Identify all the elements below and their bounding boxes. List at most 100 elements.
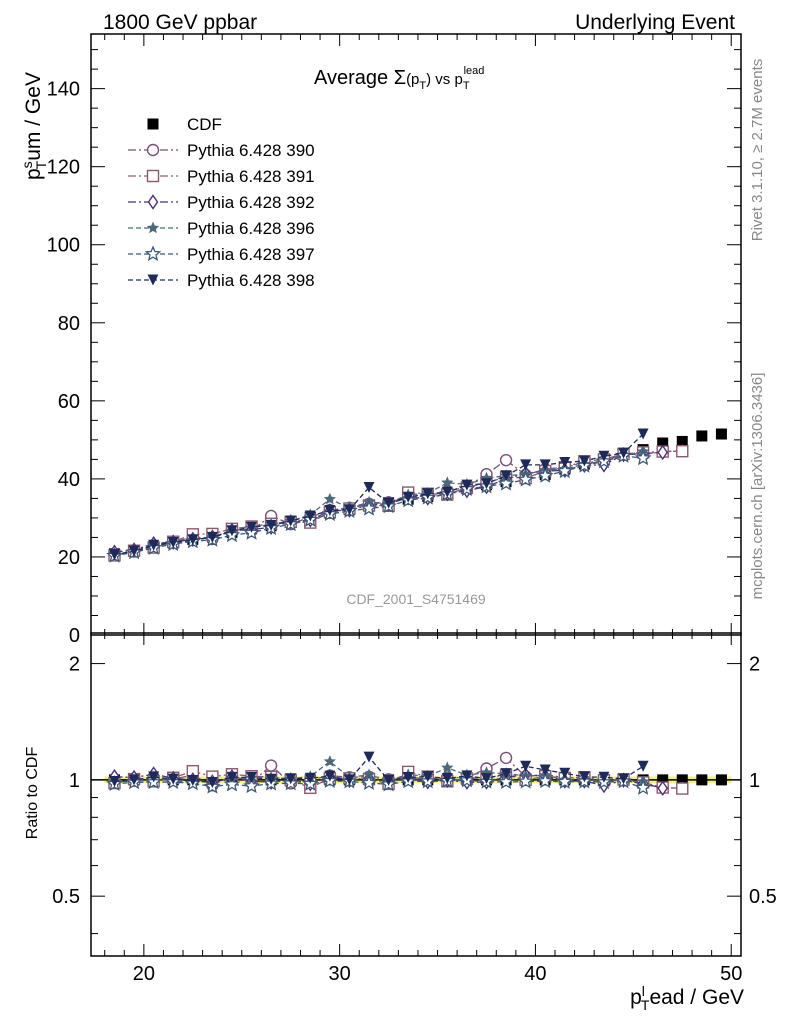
ratio-point (480, 773, 492, 785)
data-point (517, 471, 534, 487)
ratio-y-tick-label: 2 (69, 654, 80, 676)
ratio-point (264, 759, 278, 772)
x-tick-label: 50 (720, 963, 742, 985)
data-point (324, 505, 336, 517)
ratio-point (637, 760, 649, 772)
legend-label: Pythia 6.428 397 (187, 245, 315, 264)
ratio-point (559, 767, 571, 779)
ratio-point (556, 773, 574, 789)
data-point (539, 459, 551, 471)
data-point (634, 449, 652, 466)
y-tick-label: 40 (58, 469, 80, 491)
watermark: CDF_2001_S4751469 (346, 591, 486, 607)
series-0 (108, 428, 727, 560)
ratio-point (500, 768, 512, 780)
legend-label: Pythia 6.428 392 (187, 193, 315, 212)
ratio-point (265, 773, 277, 785)
ratio-point (383, 774, 395, 786)
data-point (441, 486, 453, 498)
legend-marker (144, 245, 162, 262)
data-point (537, 467, 554, 483)
ratio-point (187, 775, 199, 787)
series-6 (108, 428, 649, 561)
legend-entry-1: Pythia 6.428 390 (128, 141, 315, 160)
rivet-label: Rivet 3.1.10, ≥ 2.7M events (749, 59, 766, 242)
xlabel-sup: l (642, 983, 645, 999)
data-point (637, 428, 649, 440)
title-f: T (463, 80, 470, 92)
legend-label: Pythia 6.428 390 (187, 141, 315, 160)
data-point (383, 497, 395, 509)
title-e: ) vs p (426, 71, 463, 88)
series-line (114, 433, 644, 556)
ratio-point (461, 770, 473, 782)
legend-marker (147, 118, 159, 130)
ratio-point (578, 771, 590, 783)
legend-entry-4: Pythia 6.428 396 (128, 219, 315, 238)
data-point (598, 450, 610, 462)
data-point (304, 510, 316, 522)
xlabel-sub: T (641, 997, 650, 1013)
data-point (500, 470, 512, 482)
header-left: 1800 GeV ppbar (103, 11, 257, 34)
ratio-y-tick-label-right: 0.5 (749, 886, 777, 908)
y-tick-label: 60 (58, 391, 80, 413)
data-point (441, 476, 454, 489)
ratio-point (517, 772, 534, 789)
data-point (461, 479, 473, 491)
y-tick-label: 100 (47, 235, 80, 257)
ratio-series-6 (108, 751, 649, 789)
y-tick-label: 80 (58, 313, 80, 335)
ratio-point (634, 779, 652, 795)
data-point (226, 525, 238, 537)
ratio-point (657, 774, 669, 786)
ratio-point (715, 774, 727, 786)
y-tick-label: 140 (47, 79, 80, 101)
legend-marker (147, 274, 159, 286)
ratio-series-line (114, 756, 644, 784)
ratio-point (226, 771, 238, 783)
ratio-point (362, 768, 376, 781)
data-point (657, 444, 669, 461)
data-point (676, 435, 688, 447)
legend-entry-0: CDF (147, 115, 222, 134)
data-point (499, 453, 513, 467)
ratio-point (128, 774, 140, 786)
title-b: Σ (394, 67, 406, 89)
title-c: (p (406, 71, 419, 88)
ratio-y-tick-label: 1 (69, 770, 80, 792)
ratio-y-tick-label-right: 1 (749, 770, 760, 792)
data-point (343, 504, 355, 516)
ratio-point (363, 751, 375, 763)
legend: CDF Pythia 6.428 390 Pythia 6.428 391 Pythi… (128, 115, 315, 290)
ratio-y-tick-label-right: 2 (749, 654, 760, 676)
ratio-point (243, 777, 260, 794)
data-point (265, 519, 277, 531)
xlabel: pl Tead / GeV (630, 983, 744, 1013)
ratio-point (539, 764, 551, 776)
chart-title: Average Σ(pT) vs pTlead (314, 65, 484, 92)
ratio-plot: 20 30 40 50 0.5 0.5 1 1 2 2 (52, 632, 777, 985)
ratio-point (246, 771, 258, 783)
xlabel-rest: ead / GeV (649, 986, 744, 1009)
data-point (187, 534, 199, 546)
ratio-ylabel: Ratio to CDF (24, 747, 41, 840)
ratio-frame (90, 632, 742, 957)
data-point (520, 459, 532, 471)
ratio-point (618, 773, 630, 785)
data-point (676, 444, 689, 458)
ylabel-p: p (22, 168, 45, 180)
title-g: lead (464, 65, 485, 77)
data-point (167, 537, 179, 549)
ratio-point (304, 772, 316, 784)
ratio-point (520, 760, 532, 772)
ratio-point (441, 772, 453, 784)
data-point (206, 531, 218, 543)
ratio-point (441, 761, 454, 774)
ratio-point (285, 773, 297, 785)
data-point (360, 499, 378, 516)
data-point (323, 492, 336, 505)
ratio-point (696, 774, 708, 786)
data-point (618, 447, 630, 459)
